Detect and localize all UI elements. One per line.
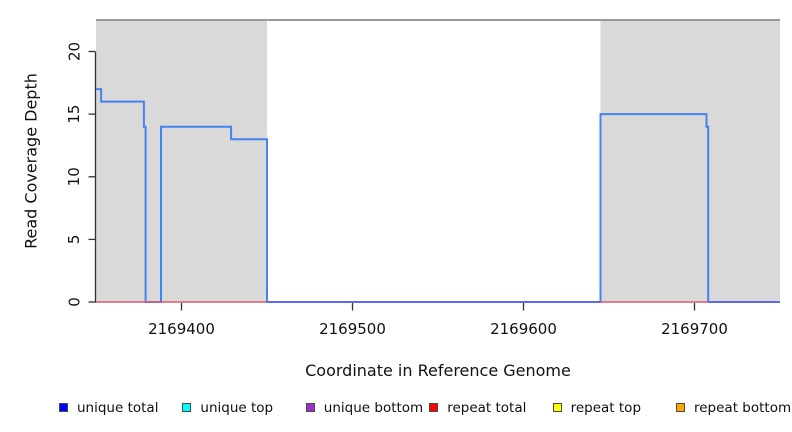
legend-label-unique-top: unique top	[200, 399, 274, 416]
y-tick-label-5: 5	[65, 235, 83, 245]
y-tick-label-10: 10	[65, 167, 83, 186]
x-tick-label-2169500: 2169500	[319, 320, 386, 338]
y-tick-label-15: 15	[65, 105, 83, 124]
legend-swatch-repeat-bottom	[676, 403, 685, 412]
y-tick-label-0: 0	[65, 297, 83, 307]
legend-label-unique-bottom: unique bottom	[323, 399, 424, 416]
x-tick-label-2169600: 2169600	[490, 320, 557, 338]
repeat-region-shade	[600, 20, 780, 302]
repeat-region-shade	[96, 20, 267, 302]
y-tick-label-20: 20	[65, 42, 83, 61]
legend-label-repeat-bottom: repeat bottom	[694, 399, 792, 416]
legend-item-unique-top: unique top	[182, 399, 274, 416]
legend-swatch-repeat-top	[552, 403, 562, 412]
x-tick-label-2169400: 2169400	[148, 320, 215, 338]
x-axis-title: Coordinate in Reference Genome	[305, 361, 571, 380]
legend-item-repeat-top: repeat top	[552, 399, 642, 416]
unique-total-line	[96, 88, 780, 303]
legend-label-repeat-total: repeat total	[447, 399, 527, 416]
y-axis-title: Read Coverage Depth	[21, 73, 41, 249]
legend-swatch-repeat-total	[429, 403, 439, 412]
legend-label-repeat-top: repeat top	[570, 399, 642, 416]
legend-swatch-unique-top	[182, 403, 192, 412]
coverage-plot: 0 5 10 15 20 2169400 2169500 2169600 2169700	[65, 19, 780, 338]
legend-item-repeat-total: repeat total	[429, 399, 527, 416]
legend-label-unique-total: unique total	[77, 399, 159, 416]
legend-swatch-unique-bottom	[305, 403, 315, 412]
legend-swatch-unique-total	[59, 403, 68, 412]
x-tick-label-2169700: 2169700	[661, 320, 728, 338]
legend-item-unique-total: unique total	[59, 399, 159, 416]
legend-item-unique-bottom: unique bottom	[305, 399, 424, 416]
legend-item-repeat-bottom: repeat bottom	[676, 399, 792, 416]
